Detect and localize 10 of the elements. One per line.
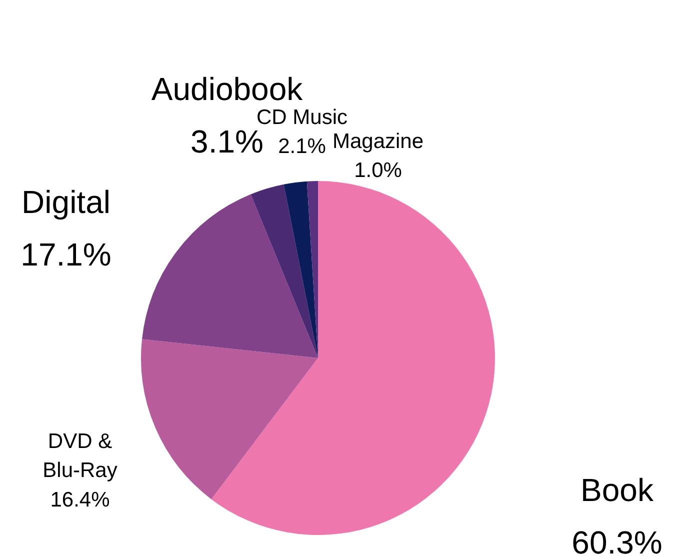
slice-label: Magazine [332,130,424,153]
slice-label: Audiobook [151,70,304,107]
slice-label: DVD & Blu-Ray [42,430,118,482]
data-label: 2.1% [278,135,326,158]
slice-label: Book [580,472,654,508]
data-label: 1.0% [354,159,402,182]
data-label: 17.1% [20,236,112,273]
data-label: 60.3% [572,524,662,558]
slice-label: Digital [22,184,110,220]
data-label: 16.4% [50,488,110,512]
